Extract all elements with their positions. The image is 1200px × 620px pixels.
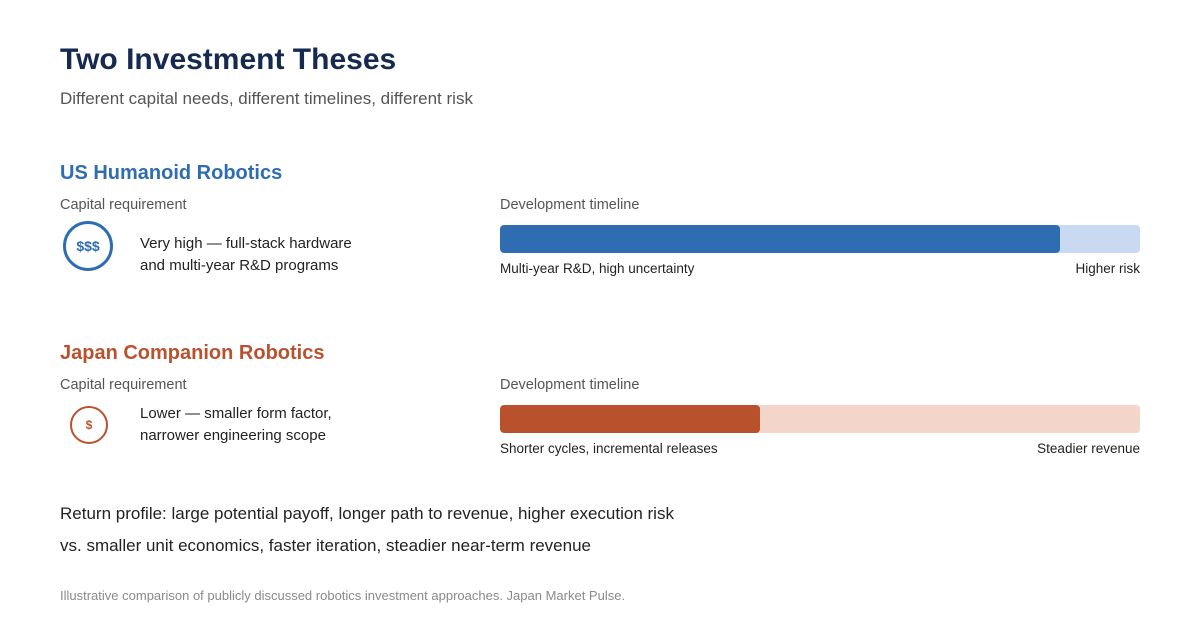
timeline-left-caption-us: Multi-year R&D, high uncertainty xyxy=(500,261,695,276)
timeline-right-caption-japan: Steadier revenue xyxy=(1037,441,1140,456)
timeline-track-japan xyxy=(500,405,1140,433)
capital-description-us-line2: and multi-year R&D programs xyxy=(140,257,339,274)
return-profile-line2: vs. smaller unit economics, faster itera… xyxy=(60,536,592,555)
timeline-right-caption-us: Higher risk xyxy=(1075,261,1140,276)
timeline-left-caption-japan: Shorter cycles, incremental releases xyxy=(500,441,718,456)
thesis-title-us: US Humanoid Robotics xyxy=(60,162,283,184)
page-title: Two Investment Theses xyxy=(60,43,397,76)
capital-description-japan-line1: Lower — smaller form factor, xyxy=(140,405,332,422)
timeline-label-japan: Development timeline xyxy=(500,377,640,393)
footnote: Illustrative comparison of publicly disc… xyxy=(60,588,626,603)
page-subtitle: Different capital needs, different timel… xyxy=(60,89,473,108)
thesis-title-japan: Japan Companion Robotics xyxy=(60,342,325,364)
capital-description-japan-line2: narrower engineering scope xyxy=(140,427,326,444)
capital-description-us-line1: Very high — full-stack hardware xyxy=(140,235,352,252)
coin-symbol-japan: $ xyxy=(85,418,93,432)
dollar-coin-large-icon: $$$ xyxy=(63,221,113,271)
timeline-fill-us xyxy=(500,225,1060,253)
capital-requirement-label-us: Capital requirement xyxy=(60,197,187,213)
return-profile-line1: Return profile: large potential payoff, … xyxy=(60,504,674,523)
coin-symbol-us: $$$ xyxy=(76,238,100,254)
dollar-coin-small-icon: $ xyxy=(70,406,108,444)
capital-requirement-label-japan: Capital requirement xyxy=(60,377,187,393)
timeline-track-us xyxy=(500,225,1140,253)
timeline-fill-japan xyxy=(500,405,760,433)
timeline-label-us: Development timeline xyxy=(500,197,640,213)
